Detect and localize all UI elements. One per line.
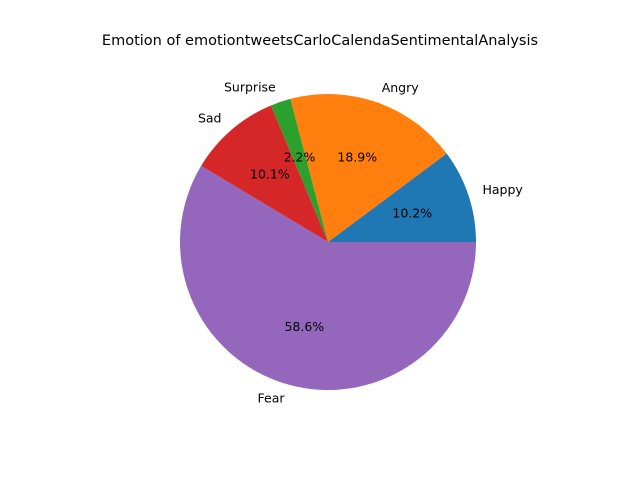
pie-slice-fear [180, 165, 477, 390]
slice-label-surprise: Surprise [224, 79, 276, 94]
pie-slice-angry [290, 94, 447, 242]
pie-slice-surprise [270, 98, 328, 242]
chart-title: Emotion of emotiontweetsCarloCalendaSent… [101, 33, 539, 49]
slice-label-sad: Sad [198, 110, 222, 125]
pct-label-angry: 18.9% [337, 150, 377, 165]
pct-label-fear: 58.6% [284, 319, 324, 334]
slice-label-angry: Angry [382, 80, 420, 95]
slice-label-fear: Fear [258, 390, 286, 405]
pct-label-sad: 10.1% [250, 166, 290, 181]
pct-label-happy: 10.2% [392, 206, 432, 221]
pct-label-surprise: 2.2% [284, 149, 316, 164]
slice-label-happy: Happy [483, 182, 524, 197]
pie-slice-happy [328, 153, 476, 242]
pie-slice-sad [201, 105, 328, 243]
